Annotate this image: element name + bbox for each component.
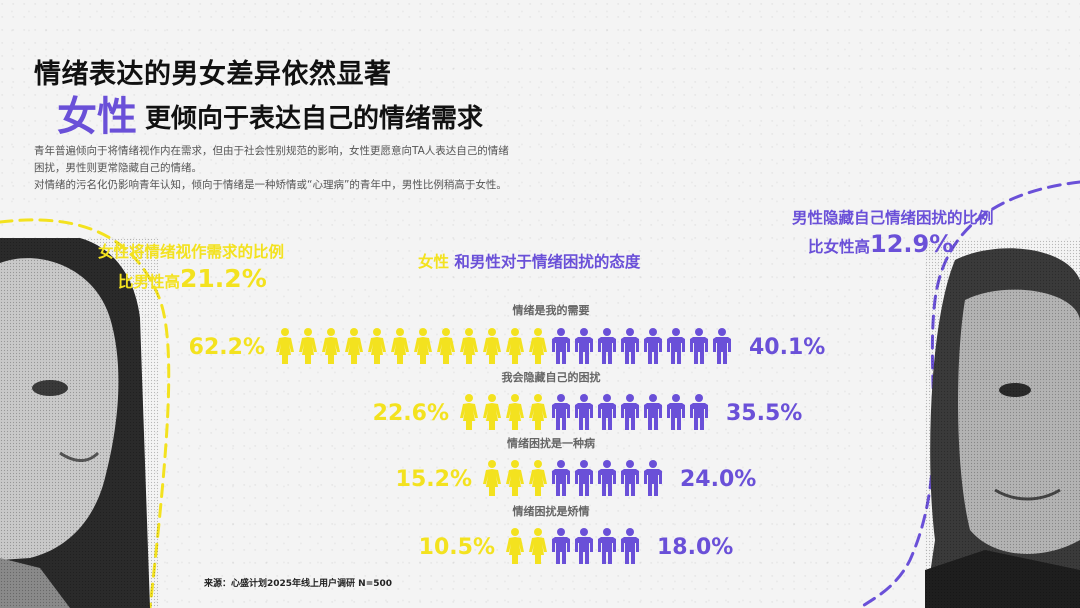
male-icon (552, 328, 570, 364)
male-icon (621, 460, 639, 496)
male-icon (644, 394, 662, 430)
female-icon (460, 394, 478, 430)
chart-title-female: 女性 (418, 253, 450, 271)
male-icon (690, 394, 708, 430)
female-icon (483, 328, 501, 364)
male-icon (552, 528, 570, 564)
female-icon (483, 460, 501, 496)
male-value-label: 24.0% (680, 467, 756, 492)
male-icon (575, 528, 593, 564)
row-label: 情绪是我的需要 (513, 303, 590, 317)
female-icon (506, 394, 524, 430)
female-icon (506, 328, 524, 364)
male-callout: 男性隐藏自己情绪困扰的比例 比女性高12.9% (792, 206, 994, 258)
row-label: 情绪困扰是一种病 (507, 436, 595, 450)
male-callout-line1: 男性隐藏自己情绪困扰的比例 (792, 209, 994, 227)
female-value-label: 62.2% (189, 335, 265, 360)
male-value-label: 40.1% (749, 335, 825, 360)
female-callout: 女性将情绪视作需求的比例 比男性高21.2% (98, 240, 284, 293)
male-icon (644, 328, 662, 364)
male-callout-prefix: 比女性高 (808, 238, 871, 256)
intro-paragraph-1: 青年普遍倾向于将情绪视作内在需求，但由于社会性别规范的影响，女性更愿意向TA人表… (34, 145, 509, 174)
male-icon (598, 460, 616, 496)
page-title: 情绪表达的男女差异依然显著 (34, 59, 392, 90)
male-icon (598, 328, 616, 364)
male-icon (598, 528, 616, 564)
row-label: 情绪困扰是矫情 (513, 504, 590, 518)
male-icon (552, 394, 570, 430)
female-icon (529, 460, 547, 496)
female-icon (368, 328, 386, 364)
female-icon (506, 460, 524, 496)
female-callout-value: 21.2% (180, 264, 267, 293)
chart-title-rest: 和男性对于情绪困扰的态度 (449, 253, 641, 271)
intro-paragraph-2: 对情绪的污名化仍影响青年认知，倾向于情绪是一种矫情或“心理病”的青年中，男性比例… (34, 179, 507, 191)
female-value-label: 22.6% (373, 401, 449, 426)
female-icon (529, 394, 547, 430)
female-value-label: 10.5% (419, 535, 495, 560)
male-callout-line2: 比女性高12.9% (808, 230, 994, 258)
male-icon (713, 328, 731, 364)
source-note: 来源：心盛计划2025年线上用户调研 N=500 (204, 579, 393, 589)
subtitle-text: 更倾向于表达自己的情绪需求 (145, 104, 484, 134)
male-portrait (925, 240, 1080, 608)
female-icon (529, 328, 547, 364)
male-value-label: 18.0% (657, 535, 733, 560)
female-icon (391, 328, 409, 364)
female-icon (529, 528, 547, 564)
female-portrait (0, 238, 160, 608)
male-icon (644, 460, 662, 496)
female-icon (483, 394, 501, 430)
intro-text: 青年普遍倾向于将情绪视作内在需求，但由于社会性别规范的影响，女性更愿意向TA人表… (34, 143, 514, 194)
row-label: 我会隐藏自己的困扰 (502, 370, 601, 384)
female-icon (345, 328, 363, 364)
male-callout-value: 12.9% (870, 230, 954, 258)
male-icon (575, 394, 593, 430)
male-icon (690, 328, 708, 364)
female-icon (437, 328, 455, 364)
male-icon (621, 394, 639, 430)
male-icon (667, 394, 685, 430)
female-value-label: 15.2% (396, 467, 472, 492)
subtitle-accent: 女性 (57, 94, 137, 140)
male-icon (667, 328, 685, 364)
male-value-label: 35.5% (726, 401, 802, 426)
male-icon (575, 328, 593, 364)
female-callout-prefix: 比男性高 (118, 273, 181, 291)
male-icon (621, 328, 639, 364)
female-icon (506, 528, 524, 564)
page-subtitle: 女性 更倾向于表达自己的情绪需求 (57, 84, 483, 142)
female-icon (414, 328, 432, 364)
female-icon (299, 328, 317, 364)
male-icon (552, 460, 570, 496)
female-icon (460, 328, 478, 364)
female-callout-line2: 比男性高21.2% (118, 264, 284, 293)
chart-title: 女性 和男性对于情绪困扰的态度 (418, 250, 640, 272)
female-callout-line1: 女性将情绪视作需求的比例 (98, 243, 285, 261)
male-icon (575, 460, 593, 496)
female-icon (322, 328, 340, 364)
male-icon (598, 394, 616, 430)
male-icon (621, 528, 639, 564)
female-icon (276, 328, 294, 364)
